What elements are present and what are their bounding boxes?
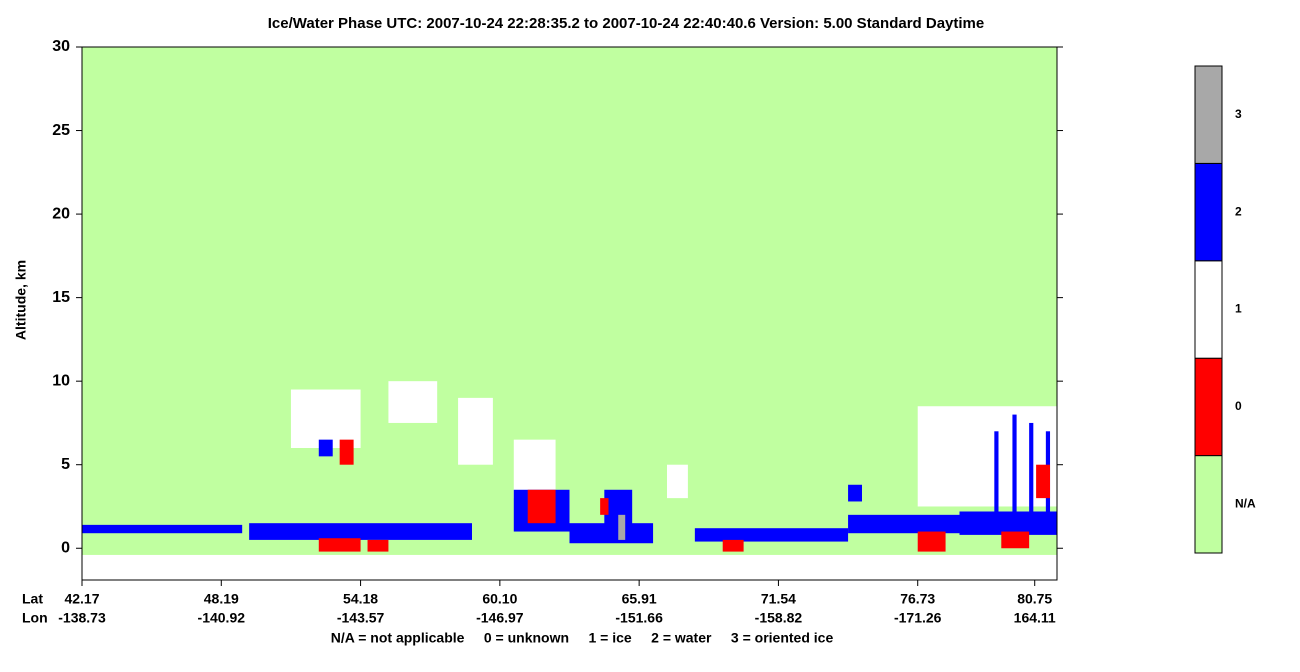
colorbar-label: 2: [1235, 204, 1242, 218]
y-tick-label: 15: [52, 289, 70, 306]
phase-cell: [318, 538, 361, 552]
y-tick-label: 0: [61, 539, 70, 556]
lon-tick-label: -140.92: [198, 610, 246, 626]
y-tick-label: 5: [61, 456, 70, 473]
colorbar-swatch: [1194, 65, 1223, 164]
colorbar-label: 1: [1235, 302, 1242, 316]
phase-cell: [848, 514, 960, 534]
colorbar-label: N/A: [1235, 496, 1256, 510]
phase-cell: [1036, 464, 1051, 499]
phase-cell: [694, 528, 849, 542]
na-field: [82, 47, 1057, 555]
chart-title: Ice/Water Phase UTC: 2007-10-24 22:28:35…: [268, 15, 984, 32]
plot-frame: [81, 46, 1058, 581]
lat-tick-label: 54.18: [343, 591, 378, 607]
colorbar-label: 3: [1235, 107, 1242, 121]
lat-tick-label: 65.91: [622, 591, 657, 607]
lat-tick-label: 71.54: [761, 591, 796, 607]
phase-cell: [527, 489, 556, 524]
phase-cell: [569, 523, 654, 544]
lon-tick-label: -143.57: [337, 610, 385, 626]
phase-cell: [848, 484, 862, 502]
colorbar-swatch: [1194, 455, 1223, 554]
lon-tick-label: -171.26: [894, 610, 942, 626]
phase-cell: [1012, 414, 1017, 532]
colorbar-swatch: [1194, 260, 1223, 359]
lat-tick-label: 60.10: [482, 591, 517, 607]
lat-tick-label: 80.75: [1017, 591, 1052, 607]
lon-tick-label: 164.11: [1014, 610, 1056, 626]
phase-cell: [618, 514, 626, 540]
phase-cell: [917, 531, 946, 552]
phase-cell: [1001, 531, 1030, 549]
y-axis-label: Altitude, km: [13, 260, 29, 340]
lon-tick-label: -138.73: [58, 610, 106, 626]
phase-cell: [290, 389, 361, 449]
lat-tick-label: 76.73: [900, 591, 935, 607]
lon-tick-label: -151.66: [615, 610, 663, 626]
y-tick-label: 20: [52, 205, 70, 222]
phase-cell: [249, 523, 472, 540]
phase-cell: [994, 431, 999, 532]
y-tick-label: 30: [52, 38, 70, 55]
y-tick-label: 10: [52, 372, 70, 389]
lat-tick-label: 48.19: [204, 591, 239, 607]
lat-tick-label: 42.17: [64, 591, 99, 607]
phase-cell: [917, 406, 1057, 507]
lon-label: Lon: [22, 610, 48, 626]
phase-cell: [388, 381, 438, 423]
phase-cell: [667, 464, 688, 499]
colorbar-swatch: [1194, 357, 1223, 457]
phase-cell: [600, 498, 609, 515]
phase-cell: [458, 397, 493, 465]
phase-cell: [318, 439, 333, 457]
lat-label: Lat: [22, 591, 43, 607]
lon-tick-label: -146.97: [476, 610, 524, 626]
colorbar-label: 0: [1235, 399, 1242, 413]
phase-cell: [722, 539, 744, 552]
legend-text: N/A = not applicable 0 = unknown 1 = ice…: [331, 630, 834, 646]
phase-cell: [82, 524, 243, 534]
phase-cell: [513, 439, 556, 499]
colorbar-swatch: [1194, 162, 1223, 262]
lon-tick-label: -158.82: [755, 610, 803, 626]
phase-cell: [339, 439, 354, 465]
phase-cell: [367, 539, 389, 552]
phase-cell: [1029, 422, 1034, 532]
phase-cell: [959, 511, 1057, 535]
y-tick-label: 25: [52, 122, 70, 139]
